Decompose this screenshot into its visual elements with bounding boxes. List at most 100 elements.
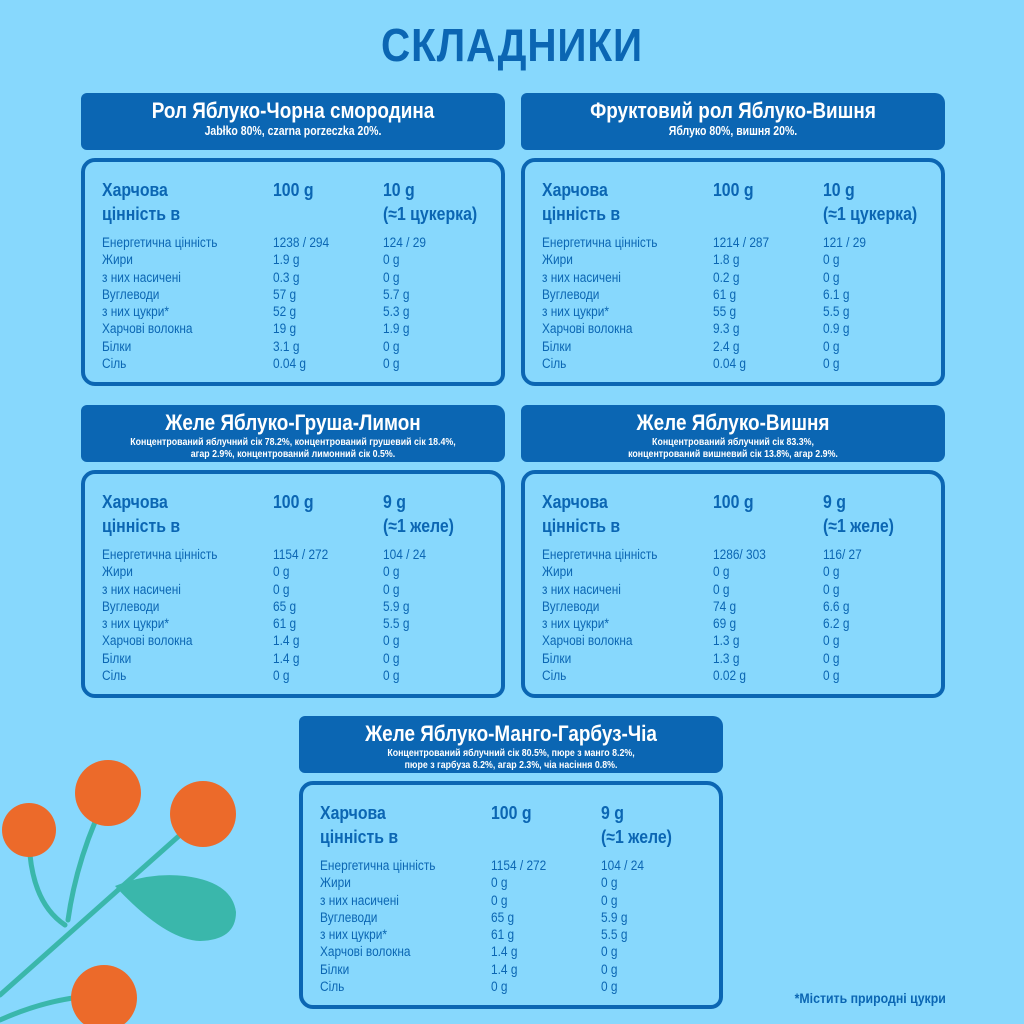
table-row: Енергетична цінність 1154 / 272 104 / 24 <box>102 546 492 563</box>
nutrition-table: Харчова цінність в 100 g 10 g (≈1 цукерка)… <box>521 158 945 386</box>
table-row: Вуглеводи 61 g 6.1 g <box>542 286 932 303</box>
table-row: Жири 1.9 g 0 g <box>102 251 492 268</box>
nutrient-label: Сіль <box>542 356 567 372</box>
value-per-100g: 0 g <box>273 668 290 684</box>
value-per-100g: 1238 / 294 <box>273 235 330 250</box>
value-per-100g: 57 g <box>273 286 297 302</box>
value-per-portion: 5.5 g <box>383 616 410 632</box>
table-row: Енергетична цінність 1238 / 294 124 / 29 <box>102 234 492 251</box>
nutrient-label: Харчові волокна <box>542 321 633 337</box>
table-row: з них насичені 0.3 g 0 g <box>102 269 492 286</box>
value-per-100g: 1.3 g <box>713 650 740 666</box>
value-per-portion: 6.1 g <box>823 286 850 302</box>
value-per-portion: 5.5 g <box>823 304 850 320</box>
nutrient-label: Білки <box>542 650 572 666</box>
value-per-portion: 1.9 g <box>383 321 410 337</box>
value-per-portion: 0 g <box>383 269 400 285</box>
value-per-100g: 1286/ 303 <box>713 547 766 562</box>
column-header-portion: 10 g (≈1 цукерка) <box>823 180 918 224</box>
berry-icon <box>170 781 236 847</box>
table-row: з них насичені 0 g 0 g <box>542 581 932 598</box>
table-row: Білки 1.4 g 0 g <box>320 961 710 978</box>
value-per-portion: 0 g <box>601 875 618 891</box>
value-per-100g: 1.4 g <box>491 961 518 977</box>
value-per-100g: 74 g <box>713 598 737 614</box>
nutrient-label: Білки <box>102 338 132 354</box>
table-row: Вуглеводи 57 g 5.7 g <box>102 286 492 303</box>
table-row: Сіль 0.04 g 0 g <box>102 355 492 372</box>
value-per-100g: 1.4 g <box>491 944 518 960</box>
nutrition-header-label: Харчова цінність в <box>102 180 181 224</box>
table-row: Жири 0 g 0 g <box>542 563 932 580</box>
nutrient-label: Вуглеводи <box>542 598 600 614</box>
value-per-portion: 5.3 g <box>383 304 410 320</box>
value-per-100g: 69 g <box>713 616 737 632</box>
value-per-portion: 0 g <box>823 269 840 285</box>
nutrient-label: Сіль <box>102 356 127 372</box>
value-per-portion: 0 g <box>823 564 840 580</box>
value-per-portion: 0 g <box>383 356 400 372</box>
table-row: Енергетична цінність 1154 / 272 104 / 24 <box>320 857 710 874</box>
table-row: Сіль 0.02 g 0 g <box>542 667 932 684</box>
nutrient-label: Білки <box>320 961 350 977</box>
value-per-100g: 0 g <box>491 892 508 908</box>
value-per-100g: 2.4 g <box>713 338 740 354</box>
table-row: з них насичені 0 g 0 g <box>320 892 710 909</box>
table-row: Жири 0 g 0 g <box>320 874 710 891</box>
value-per-100g: 19 g <box>273 321 297 337</box>
value-per-portion: 124 / 29 <box>383 235 426 250</box>
value-per-100g: 1.4 g <box>273 633 300 649</box>
value-per-100g: 3.1 g <box>273 338 300 354</box>
table-row: з них цукри* 69 g 6.2 g <box>542 615 932 632</box>
table-row: Вуглеводи 65 g 5.9 g <box>102 598 492 615</box>
value-per-100g: 55 g <box>713 304 737 320</box>
nutrient-label: Сіль <box>542 668 567 684</box>
nutrient-label: Енергетична цінність <box>542 547 658 562</box>
value-per-portion: 5.5 g <box>601 927 628 943</box>
table-row: з них цукри* 55 g 5.5 g <box>542 303 932 320</box>
value-per-100g: 0 g <box>713 581 730 597</box>
table-row: з них насичені 0.2 g 0 g <box>542 269 932 286</box>
nutrition-table: Харчова цінність в 100 g 9 g (≈1 желе) Ене… <box>521 470 945 698</box>
value-per-portion: 0 g <box>601 892 618 908</box>
column-header-100g: 100 g <box>273 180 314 200</box>
product-ingredients: Яблуко 80%, вишня 20%. <box>668 124 798 138</box>
value-per-100g: 0 g <box>713 564 730 580</box>
nutrient-label: з них цукри* <box>320 927 388 943</box>
product-ingredients-line2: концентрований вишневий сік 13.8%, агар … <box>628 448 838 460</box>
product-name: Желе Яблуко-Манго-Гарбуз-Чіа <box>365 721 657 746</box>
value-per-portion: 0 g <box>601 961 618 977</box>
value-per-portion: 5.9 g <box>601 909 628 925</box>
table-row: з них насичені 0 g 0 g <box>102 581 492 598</box>
column-header-100g: 100 g <box>713 492 754 512</box>
nutrient-label: Сіль <box>320 979 345 995</box>
value-per-portion: 5.9 g <box>383 598 410 614</box>
value-per-100g: 1.3 g <box>713 633 740 649</box>
nutrient-label: з них насичені <box>542 269 621 285</box>
table-row: Вуглеводи 74 g 6.6 g <box>542 598 932 615</box>
value-per-portion: 0 g <box>383 338 400 354</box>
column-header-portion: 9 g (≈1 желе) <box>383 492 454 536</box>
value-per-portion: 104 / 24 <box>383 547 426 562</box>
product-header: Желе Яблуко-Груша-Лимон Концентрований я… <box>81 405 505 462</box>
table-row: Сіль 0.04 g 0 g <box>542 355 932 372</box>
value-per-portion: 0 g <box>383 581 400 597</box>
value-per-100g: 1.9 g <box>273 252 300 268</box>
value-per-portion: 0 g <box>823 668 840 684</box>
value-per-portion: 0 g <box>823 252 840 268</box>
nutrient-label: Енергетична цінність <box>102 235 218 250</box>
table-row: з них цукри* 61 g 5.5 g <box>320 926 710 943</box>
value-per-portion: 6.2 g <box>823 616 850 632</box>
value-per-100g: 0.04 g <box>273 356 307 372</box>
value-per-portion: 0 g <box>823 650 840 666</box>
product-header: Желе Яблуко-Вишня Концентрований яблучни… <box>521 405 945 462</box>
product-ingredients-line1: Концентрований яблучний сік 78.2%, конце… <box>130 436 456 448</box>
value-per-portion: 6.6 g <box>823 598 850 614</box>
column-header-portion: 9 g (≈1 желе) <box>601 803 672 847</box>
value-per-portion: 0 g <box>601 944 618 960</box>
nutrient-label: Білки <box>542 338 572 354</box>
leaf-icon <box>115 875 236 941</box>
nutrient-label: з них насичені <box>320 892 399 908</box>
table-row: Білки 1.4 g 0 g <box>102 650 492 667</box>
nutrient-label: Вуглеводи <box>542 286 600 302</box>
